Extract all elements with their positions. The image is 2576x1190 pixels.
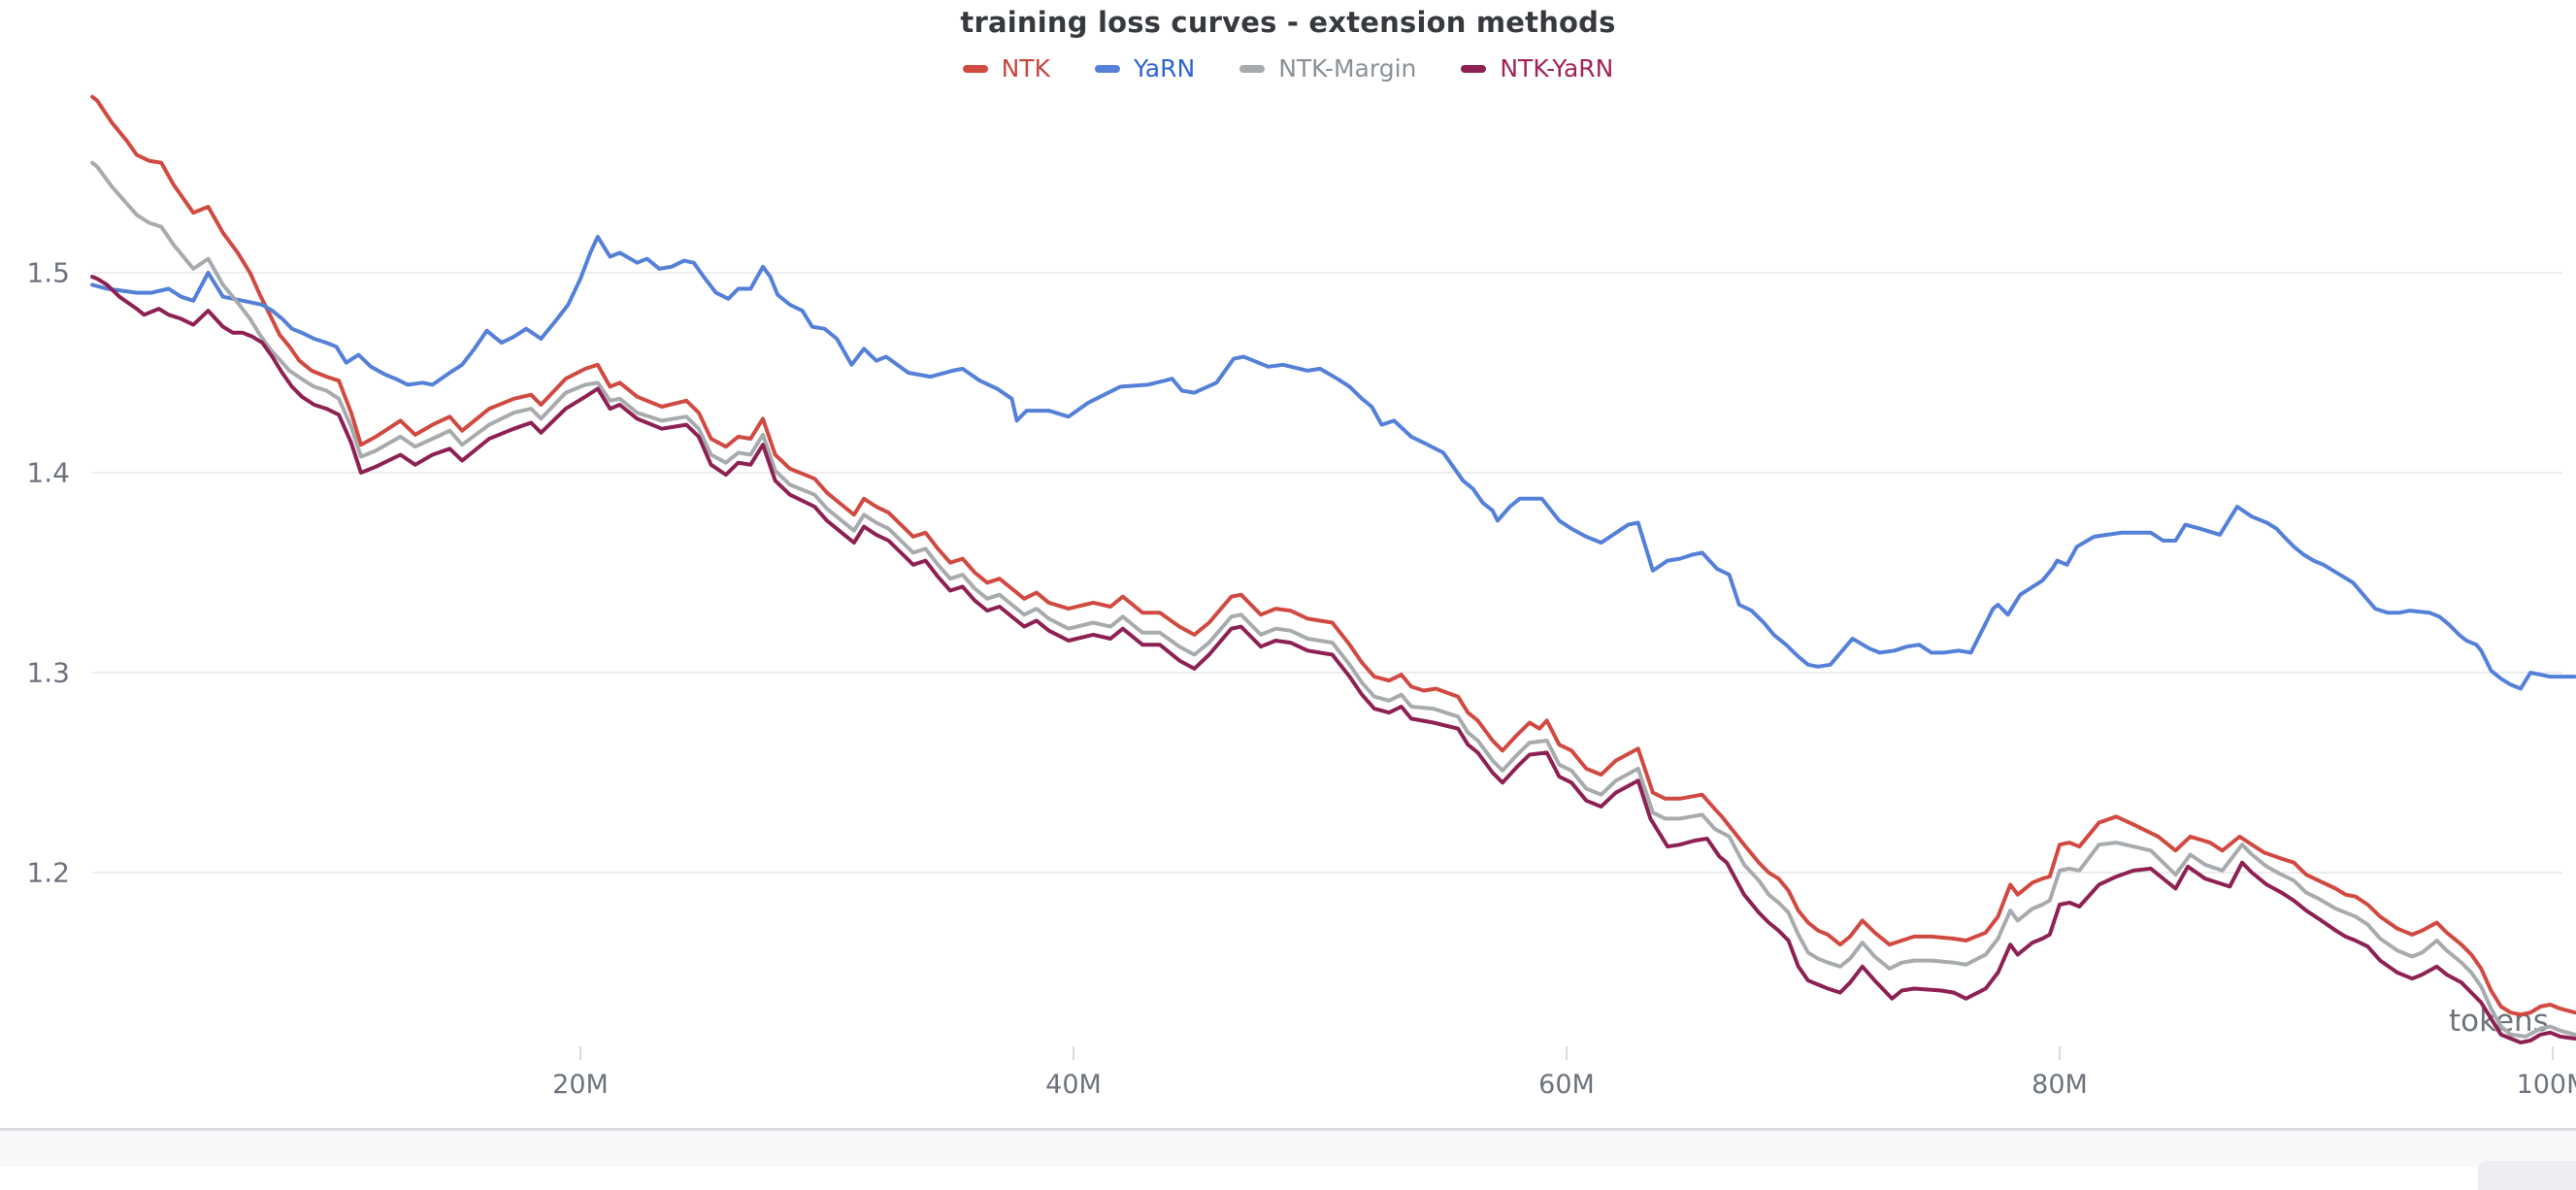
x-axis-tick-label-100M: 100M <box>2516 1070 2576 1100</box>
x-axis-title: tokens <box>2449 1004 2549 1039</box>
legend-label-yarn: YaRN <box>1133 54 1196 83</box>
legend-item-ntk-yarn[interactable]: NTK-YaRN <box>1461 54 1613 83</box>
x-axis-tick-label-60M: 60M <box>1538 1070 1595 1100</box>
x-axis-tick-label-40M: 40M <box>1045 1070 1102 1100</box>
legend-label-ntk-margin: NTK-Margin <box>1278 54 1417 83</box>
legend-swatch-ntk-margin <box>1239 64 1266 73</box>
legend-label-ntk-yarn: NTK-YaRN <box>1500 54 1614 83</box>
legend-swatch-yarn <box>1094 64 1120 73</box>
legend-item-yarn[interactable]: YaRN <box>1094 54 1196 83</box>
y-axis-tick-label-1.2: 1.2 <box>26 856 70 889</box>
legend-label-ntk: NTK <box>1001 54 1050 83</box>
x-axis-tick-label-80M: 80M <box>2031 1070 2088 1100</box>
y-axis-tick-label-1.3: 1.3 <box>26 656 70 689</box>
bottom-right-widget[interactable] <box>2478 1161 2576 1190</box>
y-axis-tick-label-1.5: 1.5 <box>26 256 70 289</box>
chart-legend: NTK YaRN NTK-Margin NTK-YaRN <box>0 54 2576 83</box>
x-axis-tick-label-20M: 20M <box>552 1070 609 1100</box>
series-line-ntk <box>90 94 2576 1017</box>
series-line-ntk-yarn <box>90 275 2576 1045</box>
chart-title: training loss curves - extension methods <box>960 6 1616 39</box>
legend-item-ntk[interactable]: NTK <box>962 54 1050 83</box>
footer-divider <box>0 1128 2576 1131</box>
legend-item-ntk-margin[interactable]: NTK-Margin <box>1239 54 1416 83</box>
series-line-ntk-margin <box>90 160 2576 1039</box>
footer-panel <box>0 1131 2576 1190</box>
legend-swatch-ntk <box>962 64 988 73</box>
y-axis-tick-label-1.4: 1.4 <box>26 456 70 489</box>
series-line-yarn <box>90 234 2576 691</box>
legend-swatch-ntk-yarn <box>1461 64 1487 73</box>
